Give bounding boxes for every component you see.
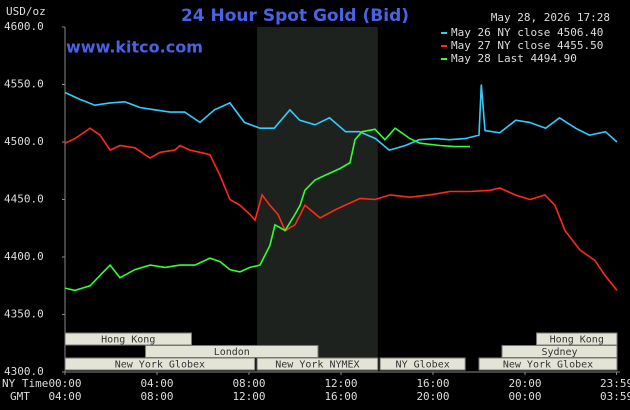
chart-title: 24 Hour Spot Gold (Bid) (181, 6, 409, 26)
session-label: London (214, 347, 250, 358)
x-tick-label: 20:00 (508, 377, 541, 390)
gmt-tick-label: 16:00 (324, 390, 357, 403)
y-unit: USD/oz (6, 5, 46, 18)
x-tick-label: 00:00 (48, 377, 81, 390)
session-bar (478, 357, 618, 371)
gmt-tick-label: 08:00 (140, 390, 173, 403)
session-label: New York Globex (503, 360, 593, 371)
x-tick-label: 04:00 (140, 377, 173, 390)
x-tick-label: 23:59 (600, 377, 630, 390)
legend-label: May 27 NY close 4455.50 (451, 39, 603, 52)
session-label: NY Globex (396, 360, 450, 371)
y-tick-label: 4600.0 (4, 20, 44, 33)
series-line (64, 127, 470, 292)
session-label: Sydney (541, 347, 577, 358)
gmt-tick-label: 20:00 (416, 390, 449, 403)
gmt-tick-label: 00:00 (508, 390, 541, 403)
session-label: Hong Kong (101, 335, 155, 346)
x-tick-label: 08:00 (232, 377, 265, 390)
gmt-tick-label: 03:59 (600, 390, 630, 403)
session-bar (379, 357, 466, 371)
x-tick-label: 12:00 (324, 377, 357, 390)
y-tick-label: 4550.0 (4, 78, 44, 91)
session-bar (64, 357, 256, 371)
session-label: Hong Kong (550, 335, 604, 346)
x-tick-label: 16:00 (416, 377, 449, 390)
y-tick-label: 4300.0 (4, 365, 44, 378)
session-shade (257, 27, 378, 372)
y-tick-label: 4350.0 (4, 308, 44, 321)
y-tick-label: 4450.0 (4, 193, 44, 206)
gmt-tick-label: 04:00 (48, 390, 81, 403)
x-axis-label: GMT (10, 390, 30, 403)
site: www.kitco.com (66, 38, 203, 57)
session-label: New York Globex (115, 360, 205, 371)
y-tick-label: 4400.0 (4, 250, 44, 263)
x-axis-label: NY Time (2, 377, 48, 390)
legend-box (437, 26, 618, 66)
session-bar (256, 357, 379, 371)
session-label: New York NYMEX (275, 360, 359, 371)
legend-label: May 26 NY close 4506.40 (451, 26, 603, 39)
y-tick-label: 4500.0 (4, 135, 44, 148)
legend-label: May 28 Last 4494.90 (451, 52, 577, 65)
session-bar (64, 332, 192, 346)
series-line (64, 127, 618, 291)
series-line (64, 84, 618, 151)
timestamp: May 28, 2026 17:28 (491, 11, 610, 24)
gmt-tick-label: 12:00 (232, 390, 265, 403)
